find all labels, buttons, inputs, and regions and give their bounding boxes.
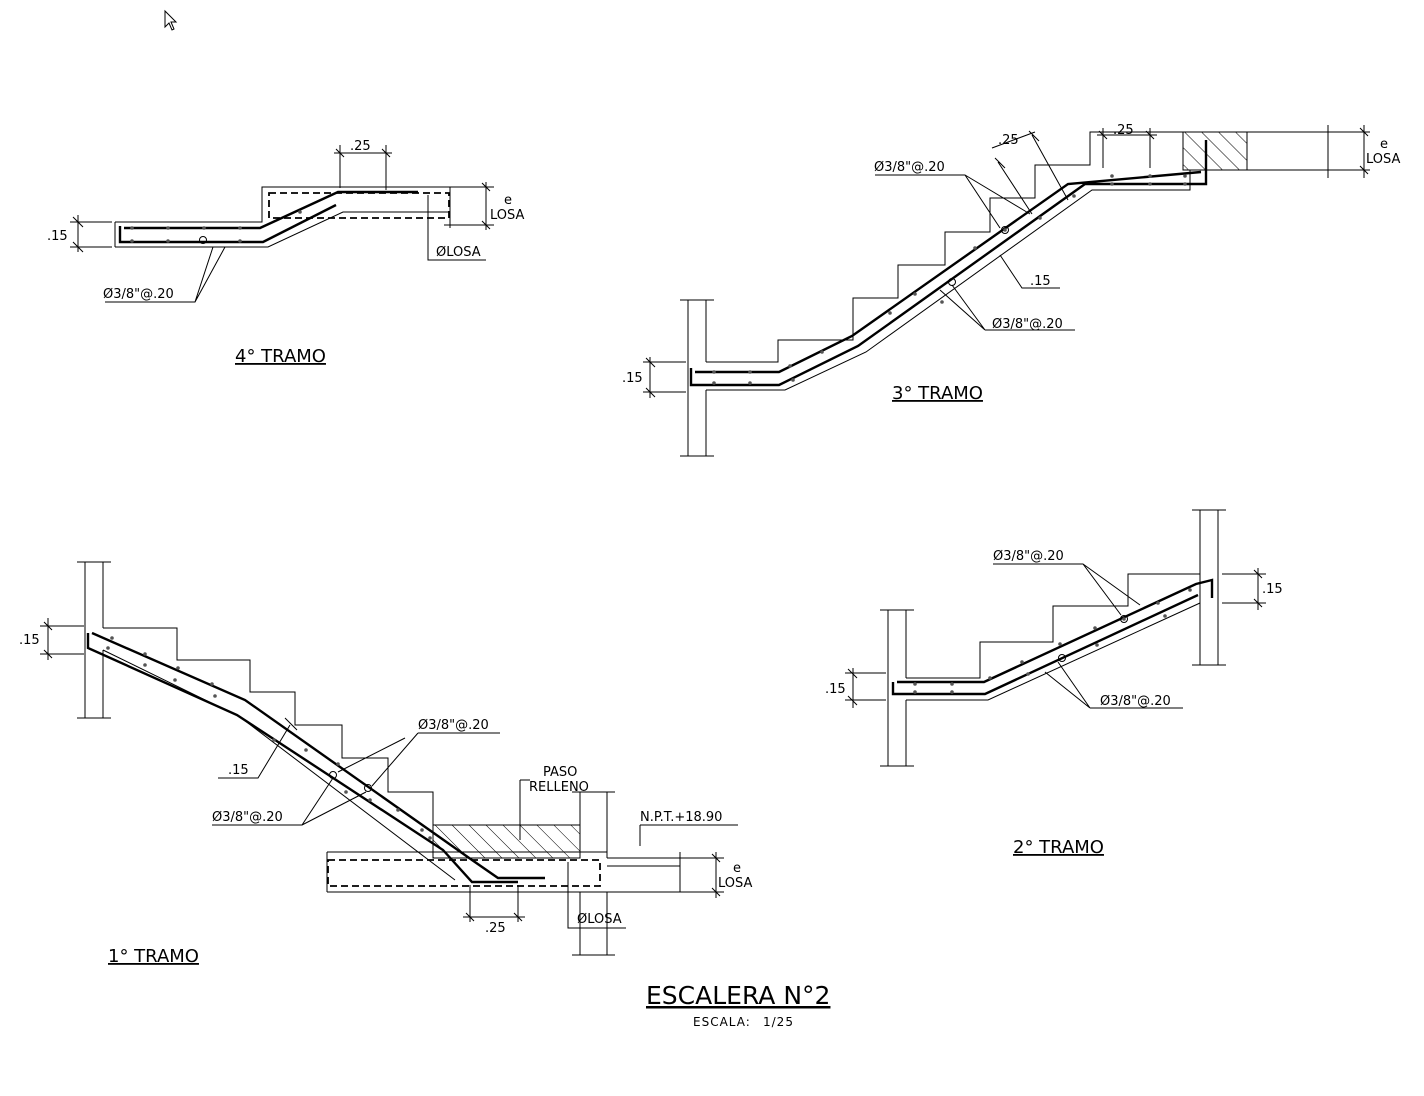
tramo2-wall-right [1192, 509, 1226, 666]
tramo2-wall-left [880, 609, 914, 767]
tramo1-rebar-right: Ø3/8"@.20 [418, 718, 489, 733]
tramo1-drawing [40, 561, 738, 956]
tramo2-rebar-bottom: Ø3/8"@.20 [1100, 694, 1171, 709]
tramo3-title: 3° TRAMO [892, 383, 983, 404]
tramo1-fill-hatch [432, 824, 581, 859]
tramo1-slab-losa: LOSA [718, 876, 753, 891]
tramo3-dim-step-b: .25 [1113, 123, 1134, 138]
tramo1-slab [326, 851, 681, 893]
cursor-icon [164, 9, 178, 31]
tramo4-slab-bar: ØLOSA [436, 245, 481, 260]
tramo1-title: 1° TRAMO [108, 946, 199, 967]
tramo3-wall [680, 299, 714, 457]
tramo2-dim-thickness-right: .15 [1262, 582, 1283, 597]
tramo1-rebar [86, 631, 545, 884]
tramo2-rebar [891, 578, 1214, 696]
tramo3-slab-e: e [1380, 137, 1388, 152]
tramo4-dim-step: .25 [350, 139, 371, 154]
tramo4-rebar [118, 190, 418, 244]
tramo1-slab-e: e [733, 861, 741, 876]
tramo1-fill-label-2: RELLENO [529, 780, 589, 795]
tramo4-landing-slab [268, 192, 450, 219]
tramo1-fill-label-1: PASO [543, 765, 577, 780]
tramo4-title: 4° TRAMO [235, 346, 326, 367]
tramo1-level: N.P.T.+18.90 [640, 810, 722, 825]
tramo3-drawing [643, 125, 1370, 457]
tramo2-dim-thickness-left: .15 [825, 682, 846, 697]
tramo1-wall-left [77, 561, 111, 719]
tramo3-slab-losa: LOSA [1366, 152, 1401, 167]
tramo3-dim-thickness-b: .15 [1030, 274, 1051, 289]
tramo1-wall-right [572, 791, 615, 956]
tramo2-rebar-top: Ø3/8"@.20 [993, 549, 1064, 564]
tramo4-rebar-label: Ø3/8"@.20 [103, 287, 174, 302]
tramo1-steps [103, 627, 580, 826]
sheet-scale-value: 1/25 [763, 1015, 794, 1029]
tramo4-slab-losa: LOSA [490, 208, 525, 223]
tramo3-steps [706, 131, 1185, 363]
tramo2-steps [906, 573, 1200, 679]
sheet-scale-label: ESCALA: [693, 1015, 751, 1029]
tramo4-slab-e: e [504, 193, 512, 208]
tramo3-rebar-bottom: Ø3/8"@.20 [992, 317, 1063, 332]
tramo1-dim-thickness-mid: .15 [228, 763, 249, 778]
tramo3-rebar [689, 140, 1208, 387]
tramo3-dim-thickness-a: .15 [622, 371, 643, 386]
sheet-title: ESCALERA N°2 [646, 981, 830, 1010]
tramo1-dim-thickness-top: .15 [19, 633, 40, 648]
tramo4-dim-thickness: .15 [47, 229, 68, 244]
tramo1-slab-bar: ØLOSA [577, 912, 622, 927]
tramo4-drawing [70, 145, 494, 303]
tramo3-dim-step-a: .25 [998, 133, 1019, 148]
tramo2-title: 2° TRAMO [1013, 837, 1104, 858]
tramo1-dim-step: .25 [485, 921, 506, 936]
tramo4-concrete-outline [115, 186, 450, 248]
tramo2-drawing [845, 509, 1266, 767]
tramo1-rebar-left: Ø3/8"@.20 [212, 810, 283, 825]
tramo3-rebar-top: Ø3/8"@.20 [874, 160, 945, 175]
